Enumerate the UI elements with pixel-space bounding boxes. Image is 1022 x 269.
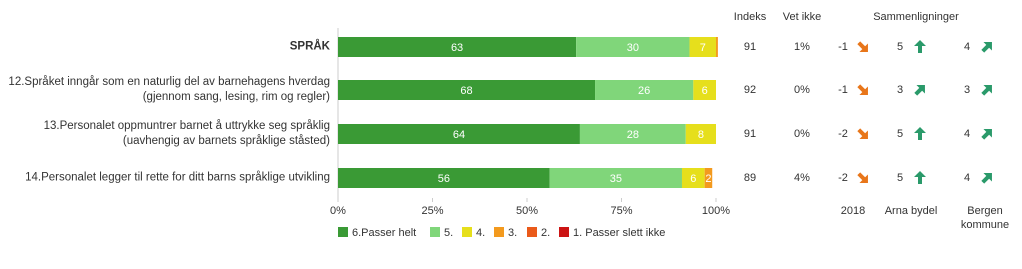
- comparison-value: 5: [897, 41, 903, 53]
- comparison-value: 5: [897, 172, 903, 184]
- trend-arrow: [914, 40, 926, 53]
- legend-label: 6.Passer helt: [352, 227, 416, 239]
- legend-swatch: [338, 227, 348, 237]
- legend-swatch: [430, 227, 440, 237]
- bar-segment: [338, 37, 577, 57]
- bar-label: 7: [700, 42, 706, 54]
- indeks-value: 91: [744, 128, 756, 140]
- bar-segment: [579, 124, 686, 144]
- indeks-value: 91: [744, 41, 756, 53]
- trend-arrow: [857, 84, 868, 95]
- vet-ikke-value: 4%: [794, 172, 810, 184]
- bar-segment: [549, 168, 682, 188]
- legend-label: 5.: [444, 227, 453, 239]
- bar-label: 64: [453, 129, 465, 141]
- category-label: 13.Personalet oppmuntrer barnet å uttryk…: [43, 120, 330, 147]
- bar-label: 56: [438, 173, 450, 185]
- x-tick-label: 25%: [421, 205, 443, 217]
- bar-label: 8: [698, 129, 704, 141]
- bar-label: 6: [690, 173, 696, 185]
- vet-ikke-value: 0%: [794, 84, 810, 96]
- trend-arrow: [981, 129, 992, 140]
- legend-swatch: [494, 227, 504, 237]
- category-label: SPRÅK: [289, 40, 330, 53]
- column-footer: 2018: [840, 205, 866, 217]
- bar-segment: [338, 168, 550, 188]
- bar-segment: [681, 168, 705, 188]
- comparison-value: -2: [838, 128, 848, 140]
- column-footer: Bergen kommune: [960, 205, 1010, 231]
- comparison-value: 5: [897, 128, 903, 140]
- comparison-value: 4: [964, 172, 970, 184]
- trend-arrow: [914, 85, 925, 96]
- x-tick-label: 75%: [610, 205, 632, 217]
- bar-segment: [689, 37, 716, 57]
- bar-segment: [576, 37, 690, 57]
- legend-label: 2.: [541, 227, 550, 239]
- bar-label: 68: [460, 85, 472, 97]
- column-header: Indeks: [734, 11, 767, 23]
- bar-segment: [595, 80, 694, 100]
- column-header: Vet ikke: [783, 11, 822, 23]
- bar-label: 6: [702, 85, 708, 97]
- comparison-value: 3: [964, 84, 970, 96]
- comparison-value: -1: [838, 41, 848, 53]
- x-tick-label: 100%: [702, 205, 730, 217]
- trend-arrow: [914, 171, 926, 184]
- legend-swatch: [527, 227, 537, 237]
- comparison-value: 4: [964, 41, 970, 53]
- vet-ikke-value: 0%: [794, 128, 810, 140]
- indeks-value: 89: [744, 172, 756, 184]
- comparison-value: 4: [964, 128, 970, 140]
- bar-label: 2: [705, 173, 711, 185]
- legend-label: 4.: [476, 227, 485, 239]
- bar-label: 28: [627, 129, 639, 141]
- bar-segment: [716, 37, 718, 57]
- trend-arrow: [981, 85, 992, 96]
- legend-swatch: [462, 227, 472, 237]
- x-tick-label: 50%: [516, 205, 538, 217]
- bar-segment: [693, 80, 716, 100]
- bar-segment: [704, 168, 713, 188]
- trend-arrow: [914, 127, 926, 140]
- comparison-value: -1: [838, 84, 848, 96]
- trend-arrow: [981, 173, 992, 184]
- legend-swatch: [559, 227, 569, 237]
- bar-label: 63: [451, 42, 463, 54]
- trend-arrow: [857, 128, 868, 139]
- bar-segment: [685, 124, 716, 144]
- bar-label: 35: [610, 173, 622, 185]
- trend-arrow: [981, 42, 992, 53]
- trend-arrow: [857, 172, 868, 183]
- vet-ikke-value: 1%: [794, 41, 810, 53]
- x-tick-label: 0%: [330, 205, 346, 217]
- legend-label: 3.: [508, 227, 517, 239]
- bar-label: 26: [638, 85, 650, 97]
- comparisons-title: Sammenligninger: [873, 11, 959, 23]
- indeks-value: 92: [744, 84, 756, 96]
- trend-arrow: [857, 41, 868, 52]
- legend-label: 1. Passer slett ikke: [573, 227, 665, 239]
- bar-segment: [338, 80, 596, 100]
- category-label: 12.Språket inngår som en naturlig del av…: [8, 76, 330, 103]
- bar-segment: [338, 124, 580, 144]
- comparison-value: -2: [838, 172, 848, 184]
- category-label: 14.Personalet legger til rette for ditt …: [25, 171, 330, 184]
- column-footer: Arna bydel: [884, 205, 938, 217]
- comparison-value: 3: [897, 84, 903, 96]
- bar-label: 30: [627, 42, 639, 54]
